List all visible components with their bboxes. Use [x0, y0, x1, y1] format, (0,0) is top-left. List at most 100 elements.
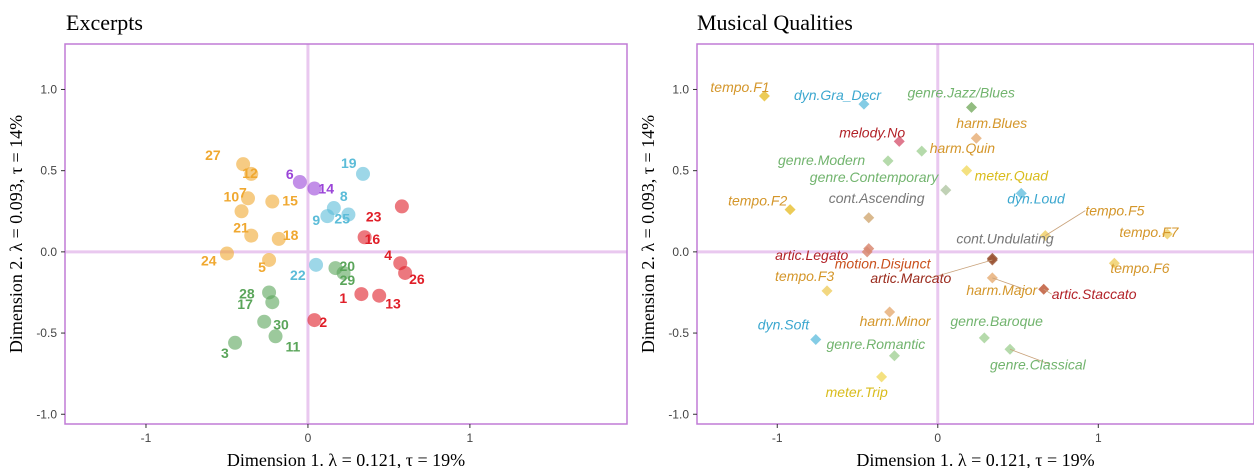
- panel-musical-qualities: Musical Qualities 1.0 0.5 0.0 -0.5 -1.0 -1 0 1…: [638, 10, 1254, 468]
- y-tick-label: -1.0: [36, 407, 57, 421]
- point-12: [244, 166, 259, 181]
- point-label-1: 1: [339, 290, 347, 306]
- x-axis-title: Dimension 1. λ = 0.121, τ = 19%: [227, 450, 465, 468]
- point-1: [354, 287, 369, 302]
- point-label-15: 15: [282, 193, 298, 209]
- y-tick-label: -1.0: [668, 407, 689, 421]
- y-tick-label: -0.5: [668, 326, 689, 340]
- point-6: [292, 175, 307, 190]
- point-17: [265, 295, 280, 310]
- y-ticks: 1.0 0.5 0.0 -0.5 -1.0: [668, 82, 697, 421]
- point-tempo-f1: [758, 90, 770, 102]
- point-25: [341, 207, 356, 222]
- x-tick-label: -1: [772, 431, 783, 445]
- point-label-23: 23: [366, 208, 382, 224]
- x-ticks: -1 0 1: [772, 424, 1102, 445]
- point-label-motion-disjunct: motion.Disjunct: [835, 256, 932, 272]
- point-label-harm-major: harm.Major: [966, 282, 1038, 298]
- y-ticks: 1.0 0.5 0.0 -0.5 -1.0: [36, 82, 65, 421]
- point-label-22: 22: [290, 267, 306, 283]
- point-label-24: 24: [201, 252, 217, 268]
- point-26: [398, 265, 413, 280]
- point-label-melody-no: melody.No: [839, 124, 905, 140]
- point-label-17: 17: [237, 296, 253, 312]
- plot-frame: [64, 43, 628, 425]
- point-label-28: 28: [239, 285, 255, 301]
- y-axis-title: Dimension 2. λ = 0.093, τ = 14%: [638, 115, 658, 353]
- leader-line: [992, 277, 1027, 291]
- leader-line: [1043, 288, 1052, 295]
- point-genre-contemporary: [940, 184, 952, 196]
- point-label-artic-staccato: artic.Staccato: [1052, 286, 1137, 302]
- point-label-tempo-f5: tempo.F5: [1085, 203, 1144, 219]
- x-tick-label: 1: [467, 431, 474, 445]
- point-label-4: 4: [384, 247, 392, 263]
- point-label-30: 30: [273, 317, 289, 333]
- leader-line: [930, 259, 993, 279]
- point-23: [394, 199, 409, 214]
- y-tick-label: -0.5: [36, 326, 57, 340]
- point-label-21: 21: [233, 220, 249, 236]
- point-22: [309, 257, 324, 272]
- point-label-artic-marcato: artic.Marcato: [870, 270, 951, 286]
- points: tempo.F1 dyn.Gra_Decr genre.Jazz/Blues harm…: [710, 79, 1179, 400]
- point-tempo-f6: [1108, 257, 1120, 269]
- chart-title: Excerpts: [66, 10, 143, 35]
- point-genre-jazz-blues: [965, 101, 977, 113]
- point-label-genre-modern: genre.Modern: [778, 152, 865, 168]
- y-tick-label: 0.0: [40, 245, 57, 259]
- point-9: [320, 209, 335, 224]
- point-label-genre-classical: genre.Classical: [990, 356, 1087, 372]
- point-7: [241, 191, 256, 206]
- point-30: [257, 314, 272, 329]
- point-label-meter-quad: meter.Quad: [975, 168, 1050, 184]
- point-label-meter-trip: meter.Trip: [826, 384, 888, 400]
- x-tick-label: 0: [305, 431, 312, 445]
- point-cont-ascending: [863, 212, 875, 224]
- point-label-13: 13: [385, 296, 401, 312]
- point-label-25: 25: [334, 211, 350, 227]
- point-label-5: 5: [258, 259, 266, 275]
- point-label-cont-undulating: cont.Undulating: [956, 230, 1054, 246]
- zero-lines: [697, 44, 1254, 424]
- point-harm-minor: [884, 306, 896, 318]
- point-label-26: 26: [409, 271, 425, 287]
- point-label-10: 10: [224, 188, 240, 204]
- x-tick-label: 0: [934, 431, 941, 445]
- point-21: [244, 228, 259, 243]
- point-label-dyn-gra-decr: dyn.Gra_Decr: [794, 87, 882, 103]
- leader-line: [1045, 210, 1086, 236]
- point-tempo-f3: [821, 285, 833, 297]
- point-label-19: 19: [341, 155, 357, 171]
- point-label-2: 2: [319, 314, 327, 330]
- point-18: [271, 231, 286, 246]
- point-label-genre-baroque: genre.Baroque: [950, 313, 1043, 329]
- x-tick-label: -1: [141, 431, 152, 445]
- point-label-29: 29: [340, 272, 356, 288]
- chart-title: Musical Qualities: [697, 10, 853, 35]
- point-11: [268, 329, 283, 344]
- point-label-dyn-loud: dyn.Loud: [1007, 190, 1066, 206]
- point-label-6: 6: [286, 166, 294, 182]
- point-13: [372, 288, 387, 303]
- point-label-18: 18: [283, 227, 299, 243]
- point-harm-blues: [970, 132, 982, 144]
- point-label-tempo-f2: tempo.F2: [728, 193, 787, 209]
- x-tick-label: 1: [1095, 431, 1102, 445]
- point-melody-no: [893, 135, 905, 147]
- point-genre-modern: [882, 155, 894, 167]
- point-meter-quad: [961, 165, 973, 177]
- point-29: [336, 265, 351, 280]
- point-label-8: 8: [340, 188, 348, 204]
- point-label-16: 16: [365, 231, 381, 247]
- point-dyn-gra-decr: [858, 98, 870, 110]
- point-label-cont-ascending: cont.Ascending: [829, 190, 925, 206]
- point-label-genre-jazz-blues: genre.Jazz/Blues: [907, 84, 1014, 100]
- point-15: [265, 194, 280, 209]
- point-label-tempo-f6: tempo.F6: [1110, 260, 1169, 276]
- point-label-harm-quin: harm.Quin: [930, 140, 996, 156]
- point-label-tempo-f7: tempo.F7: [1119, 224, 1179, 240]
- point-tempo-f7: [1161, 228, 1173, 240]
- y-tick-label: 0.5: [672, 164, 689, 178]
